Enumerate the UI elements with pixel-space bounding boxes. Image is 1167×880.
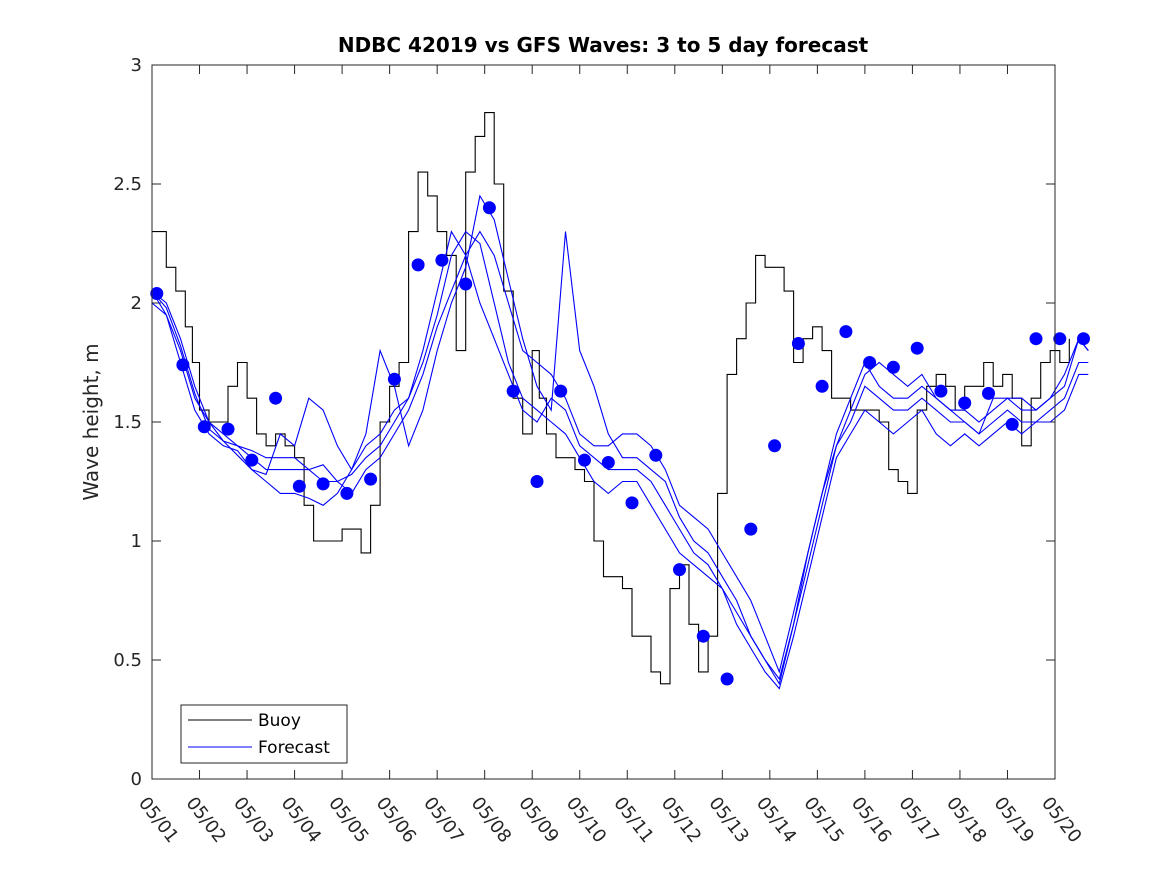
forecast-marker bbox=[506, 384, 520, 398]
forecast-marker bbox=[316, 477, 330, 491]
forecast-marker bbox=[364, 472, 378, 486]
forecast-marker bbox=[411, 258, 425, 272]
forecast-marker bbox=[197, 420, 211, 434]
y-tick-label: 1.5 bbox=[113, 412, 142, 433]
forecast-marker bbox=[839, 325, 853, 339]
forecast-marker bbox=[1077, 332, 1090, 346]
y-tick-labels: 0 0.5 1 1.5 2 2.5 3 bbox=[113, 55, 142, 790]
forecast-marker bbox=[815, 379, 829, 393]
forecast-marker bbox=[554, 384, 568, 398]
legend-label-buoy: Buoy bbox=[258, 711, 301, 731]
forecast-marker bbox=[340, 486, 354, 500]
series-line-forecast-1 bbox=[151, 230, 1089, 686]
forecast-marker bbox=[744, 522, 758, 536]
chart-title: NDBC 42019 vs GFS Waves: 3 to 5 day fore… bbox=[338, 33, 869, 57]
series-line-forecast-2 bbox=[151, 230, 1089, 690]
forecast-marker bbox=[292, 479, 306, 493]
forecast-marker bbox=[958, 396, 972, 410]
forecast-marker bbox=[649, 448, 663, 462]
forecast-marker bbox=[1005, 417, 1019, 431]
plot-area bbox=[152, 65, 1055, 779]
forecast-marker bbox=[982, 386, 995, 400]
forecast-marker bbox=[176, 358, 190, 372]
forecast-marker bbox=[221, 422, 235, 436]
legend-label-forecast: Forecast bbox=[258, 738, 330, 758]
series-layer bbox=[150, 112, 1090, 690]
series-line-forecast-3 bbox=[151, 194, 1089, 681]
forecast-marker bbox=[435, 253, 449, 267]
forecast-marker bbox=[720, 672, 734, 686]
forecast-marker bbox=[791, 337, 805, 350]
forecast-marker bbox=[863, 356, 877, 369]
forecast-marker bbox=[886, 360, 900, 374]
forecast-marker bbox=[245, 453, 259, 467]
forecast-marker bbox=[601, 456, 615, 469]
forecast-marker bbox=[269, 391, 283, 405]
legend-box bbox=[180, 704, 348, 764]
y-axis-label: Wave height, m bbox=[79, 343, 103, 500]
forecast-marker bbox=[1029, 332, 1043, 346]
forecast-marker bbox=[578, 453, 591, 467]
y-tick-label: 0.5 bbox=[113, 650, 142, 671]
forecast-marker bbox=[387, 372, 401, 386]
forecast-marker bbox=[530, 475, 544, 488]
y-tick-label: 0 bbox=[131, 769, 142, 790]
forecast-marker bbox=[459, 277, 473, 291]
forecast-marker bbox=[768, 439, 782, 453]
forecast-marker bbox=[482, 201, 496, 215]
legend: Buoy Forecast bbox=[180, 704, 348, 764]
forecast-marker bbox=[1053, 332, 1067, 346]
plot-frame bbox=[151, 64, 1056, 780]
y-tick-label: 3 bbox=[131, 55, 142, 76]
y-tick-label: 1 bbox=[131, 531, 142, 552]
y-tick-label: 2.5 bbox=[113, 174, 142, 195]
forecast-marker bbox=[150, 287, 164, 300]
forecast-marker bbox=[673, 563, 686, 577]
axis-ticks bbox=[151, 64, 1056, 780]
forecast-marker bbox=[910, 341, 924, 355]
forecast-marker bbox=[934, 384, 948, 398]
y-tick-label: 2 bbox=[131, 293, 142, 314]
forecast-marker bbox=[625, 496, 639, 510]
forecast-marker bbox=[696, 629, 710, 643]
